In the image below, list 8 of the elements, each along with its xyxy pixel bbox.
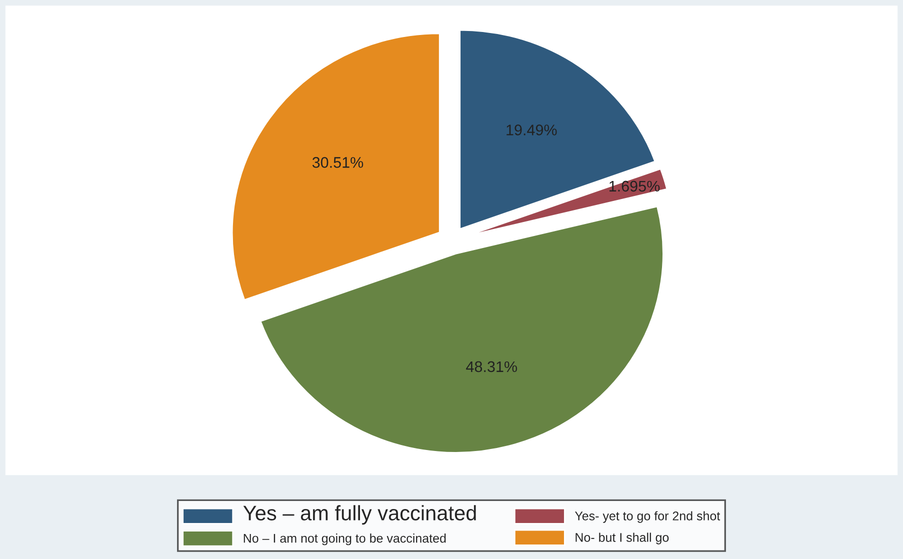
- legend-label: No- but I shall go: [576, 532, 669, 544]
- legend-label: No – I am not going to be vaccinated: [244, 534, 446, 546]
- data-label: 48.31%: [466, 361, 518, 372]
- data-label: 1.695%: [610, 180, 660, 192]
- data-label: 19.49%: [506, 124, 557, 136]
- legend-label: Yes – am fully vaccinated: [243, 505, 476, 525]
- legend-label: Yes- yet to go for 2nd shot: [574, 511, 720, 523]
- data-label: 30.51%: [312, 157, 364, 168]
